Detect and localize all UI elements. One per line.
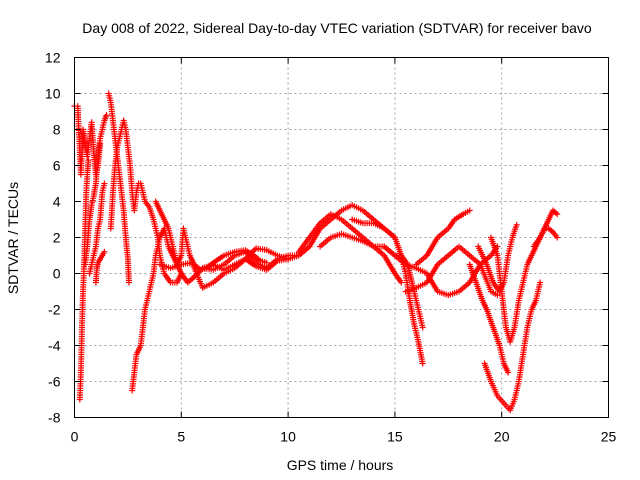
series-satellite-arc-17 [413, 207, 473, 268]
chart-title: Day 008 of 2022, Sidereal Day-to-day VTE… [82, 20, 592, 36]
data-point-markers [466, 261, 512, 376]
series-satellite-arc-3 [82, 112, 110, 268]
data-point-markers [105, 90, 132, 286]
series-satellite-arc-16 [402, 243, 501, 299]
x-axis-label: GPS time / hours [287, 457, 394, 473]
y-tick-label: -8 [48, 410, 61, 426]
series-satellite-arc-13 [317, 230, 426, 367]
data-point-markers [76, 157, 92, 403]
series-satellite-arc-5 [92, 248, 108, 286]
y-tick-label: -6 [48, 374, 61, 390]
data-point-markers [402, 243, 501, 299]
grid [74, 57, 609, 418]
series-satellite-arc-4 [86, 180, 108, 277]
data-point-markers [199, 202, 398, 273]
series-satellite-arc-11 [199, 202, 398, 273]
y-tick-label: 4 [53, 194, 61, 210]
x-tick-label: 15 [387, 429, 403, 445]
data-point-markers [381, 243, 501, 299]
y-tick-label: 2 [53, 230, 61, 246]
axis-ticks: 0 5 10 15 20 25 -8 -6 -4 -2 0 2 4 6 8 10 12 [45, 50, 617, 445]
y-axis-label: SDTVAR / TECUs [5, 182, 21, 294]
series-satellite-arc-20 [481, 279, 544, 414]
series-satellite-arc-15 [381, 243, 501, 299]
data-marks [71, 90, 561, 414]
y-tick-label: 6 [53, 158, 61, 174]
series-satellite-arc-18 [466, 261, 512, 376]
data-point-markers [481, 279, 544, 414]
x-tick-label: 10 [280, 429, 296, 445]
y-tick-label: 8 [53, 122, 61, 138]
x-tick-label: 0 [71, 429, 79, 445]
data-point-markers [488, 225, 561, 345]
series-satellite-arc-6 [105, 90, 132, 286]
data-point-markers [530, 207, 561, 250]
y-tick-label: 12 [45, 50, 61, 66]
y-tick-label: 10 [45, 86, 61, 102]
x-tick-label: 20 [494, 429, 510, 445]
data-point-markers [82, 112, 110, 268]
series-satellite-arc-22 [530, 207, 561, 250]
data-point-markers [413, 207, 473, 268]
data-point-markers [86, 180, 108, 277]
y-tick-label: -4 [48, 338, 61, 354]
data-point-markers [92, 248, 108, 286]
y-tick-label: -2 [48, 302, 61, 318]
y-tick-label: 0 [53, 266, 61, 282]
data-point-markers [317, 230, 426, 367]
x-tick-label: 5 [177, 429, 185, 445]
series-satellite-arc-21 [488, 225, 561, 345]
series-satellite-arc-2 [76, 157, 92, 403]
x-tick-label: 25 [601, 429, 617, 445]
